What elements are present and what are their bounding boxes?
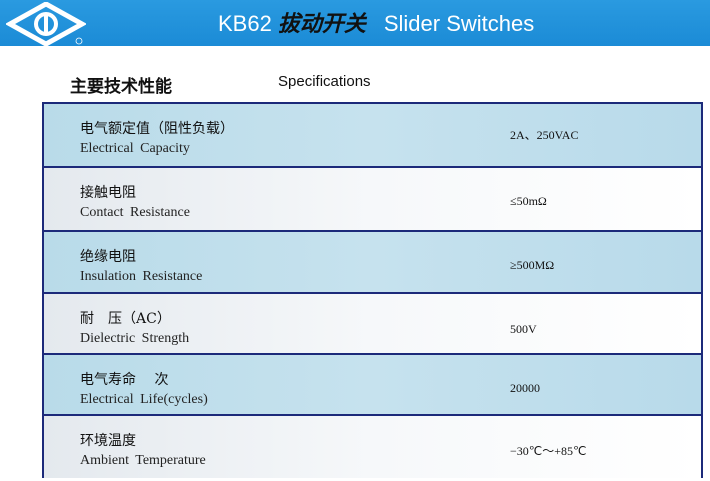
- spec-label-cn: 电气额定值（阻性负载）: [80, 121, 234, 137]
- brand-logo: [6, 2, 86, 46]
- title-cn: 拔动开关: [277, 11, 366, 36]
- spec-label-cn: 环境温度: [80, 433, 136, 449]
- specs-table: 电气额定值（阻性负载） Electrical Capacity 2A、250VA…: [42, 102, 703, 478]
- spec-row: 电气寿命 次 Electrical Life(cycles) 20000: [44, 355, 701, 416]
- spec-row: 电气额定值（阻性负载） Electrical Capacity 2A、250VA…: [44, 104, 701, 168]
- spec-label-cn: 耐 压（AC）: [80, 311, 171, 327]
- spec-value: ≤50mΩ: [510, 194, 547, 208]
- section-title-cn: 主要技术性能: [70, 77, 172, 97]
- spec-label-en: Ambient Temperature: [80, 453, 206, 468]
- spec-label-en: Electrical Capacity: [80, 141, 190, 156]
- spec-label-cn: 接触电阻: [80, 185, 136, 201]
- spec-row: 接触电阻 Contact Resistance ≤50mΩ: [44, 168, 701, 232]
- model-number: KB62: [218, 11, 272, 36]
- spec-value: 500V: [510, 322, 537, 336]
- spec-row: 耐 压（AC） Dielectric Strength 500V: [44, 294, 701, 355]
- page-title: KB62 拔动开关 Slider Switches: [218, 6, 534, 38]
- spec-row: 绝缘电阻 Insulation Resistance ≥500MΩ: [44, 232, 701, 294]
- spec-label-en: Contact Resistance: [80, 205, 190, 220]
- spec-label-en: Electrical Life(cycles): [80, 392, 208, 407]
- title-en: Slider Switches: [383, 11, 535, 36]
- spec-label-cn: 电气寿命 次: [80, 372, 169, 388]
- spec-value: ≥500MΩ: [510, 258, 555, 272]
- section-title-en: Specifications: [278, 73, 371, 90]
- spec-label-en: Insulation Resistance: [80, 269, 203, 284]
- spec-label-cn: 绝缘电阻: [80, 249, 136, 265]
- spec-label-en: Dielectric Strength: [80, 331, 190, 346]
- spec-value: 20000: [510, 381, 540, 395]
- spec-row: 环境温度 Ambient Temperature −30℃～+85℃: [44, 416, 701, 478]
- spec-value: −30℃～+85℃: [510, 444, 587, 458]
- header-banner: KB62 拔动开关 Slider Switches: [0, 0, 710, 46]
- spec-value: 2A、250VAC: [510, 128, 579, 142]
